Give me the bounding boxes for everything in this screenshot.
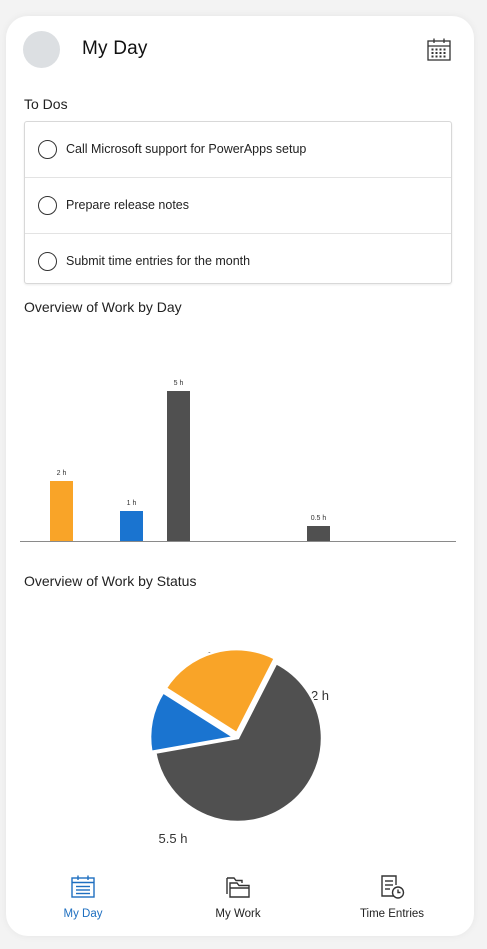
checkbox-circle-icon[interactable] <box>38 196 57 215</box>
nav-time-entries[interactable]: Time Entries <box>332 864 452 934</box>
bottom-nav: My Day My Work <box>6 864 474 936</box>
todo-label: Prepare release notes <box>66 198 189 212</box>
bar-data-label: 2 h <box>57 470 67 477</box>
pie-slice-label: 2 h <box>311 688 329 703</box>
pie-slice-label: 5.5 h <box>159 831 188 846</box>
nav-label: Time Entries <box>359 908 425 920</box>
bar <box>307 526 330 541</box>
todo-item[interactable]: Submit time entries for the month <box>25 234 451 290</box>
todo-list: Call Microsoft support for PowerApps set… <box>24 121 452 284</box>
bar-chart-title: Overview of Work by Day <box>24 299 182 315</box>
nav-label: My Day <box>63 908 103 920</box>
bar-data-label: 0.5 h <box>311 515 327 522</box>
work-by-day-chart: 2 h1 h5 h0.5 hMonTueThu <box>20 380 456 542</box>
bar <box>50 481 73 541</box>
pie-slice <box>148 690 238 754</box>
nav-my-day[interactable]: My Day <box>23 864 143 934</box>
todo-label: Submit time entries for the month <box>66 254 251 268</box>
checkbox-circle-icon[interactable] <box>38 140 57 159</box>
bar-data-label: 5 h <box>174 380 184 387</box>
pie-slice <box>163 647 277 735</box>
page-title: My Day <box>82 38 148 59</box>
nav-label: My Work <box>215 908 261 920</box>
work-by-status-chart: 1 h2 h5.5 h <box>148 647 329 846</box>
checkbox-circle-icon[interactable] <box>38 252 57 271</box>
todo-label: Call Microsoft support for PowerApps set… <box>66 142 307 156</box>
pie-chart-title: Overview of Work by Status <box>24 573 197 589</box>
app-header: My Day <box>6 16 474 80</box>
pie-slice <box>153 661 324 824</box>
bar-data-label: 1 h <box>127 500 137 507</box>
todo-item[interactable]: Prepare release notes <box>25 178 451 234</box>
time-entries-icon <box>379 874 405 900</box>
calendar-icon[interactable] <box>426 37 452 63</box>
folders-icon <box>225 874 251 900</box>
todos-heading: To Dos <box>24 96 68 112</box>
list-icon <box>70 874 96 900</box>
bar <box>120 511 143 541</box>
todo-item[interactable]: Call Microsoft support for PowerApps set… <box>25 122 451 178</box>
nav-my-work[interactable]: My Work <box>178 864 298 934</box>
avatar[interactable] <box>23 31 60 68</box>
app-screen: My Day To Dos Call Microsoft <box>6 16 474 936</box>
bar <box>167 391 190 541</box>
